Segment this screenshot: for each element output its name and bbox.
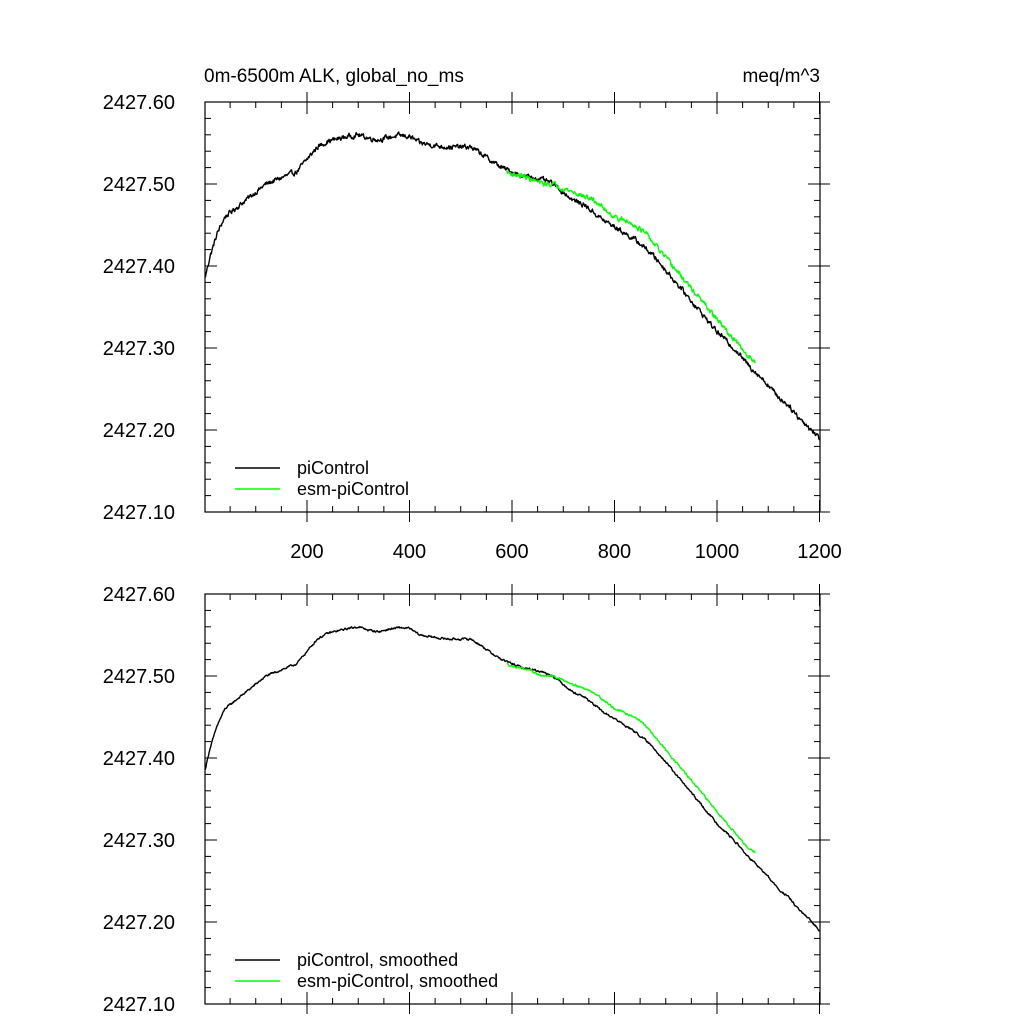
x-tick-label: 200 [290,541,323,563]
x-axis: 200 400 600 800 1000 1200 [229,92,842,563]
y-axis: 2427.10 2427.20 2427.30 2427.40 2427.50 2427.… [103,584,830,1016]
y-tick-label: 2427.20 [103,420,175,442]
y-tick-label: 2427.30 [103,830,175,852]
legend-label: esm-piControl [297,479,409,499]
series-line-picontrol [204,131,821,441]
x-axis [229,584,820,1014]
legend-label: esm-piControl, smoothed [297,971,498,991]
series-line-picontrol-smoothed [204,626,820,932]
series-line-esm-picontrol-smoothed [506,662,756,854]
legend-label: piControl, smoothed [297,950,458,970]
y-tick-label: 2427.20 [103,912,175,934]
x-tick-label: 1000 [695,541,740,563]
y-tick-label: 2427.30 [103,338,175,360]
x-tick-label: 1200 [797,541,842,563]
y-tick-label: 2427.10 [103,502,175,524]
y-tick-label: 2427.40 [103,748,175,770]
y-tick-label: 2427.60 [103,92,175,114]
chart-units: meq/m^3 [742,66,820,87]
y-tick-label: 2427.50 [103,666,175,688]
plot-frame [204,101,821,513]
x-tick-label: 600 [495,541,528,563]
legend-label: piControl [297,458,369,478]
bottom-panel: 2427.10 2427.20 2427.30 2427.40 2427.50 2427.… [103,584,830,1016]
plot-frame [204,593,821,1005]
y-tick-label: 2427.40 [103,256,175,278]
x-tick-label: 800 [598,541,631,563]
y-tick-label: 2427.10 [103,994,175,1016]
series-line-esm-picontrol [506,170,757,364]
chart-title: 0m-6500m ALK, global_no_ms [204,66,464,87]
y-tick-label: 2427.60 [103,584,175,606]
x-tick-label: 400 [393,541,426,563]
top-panel: 2427.10 2427.20 2427.30 2427.40 2427.50 2427.… [103,92,842,563]
y-tick-label: 2427.50 [103,174,175,196]
y-axis: 2427.10 2427.20 2427.30 2427.40 2427.50 2427.… [103,92,830,524]
